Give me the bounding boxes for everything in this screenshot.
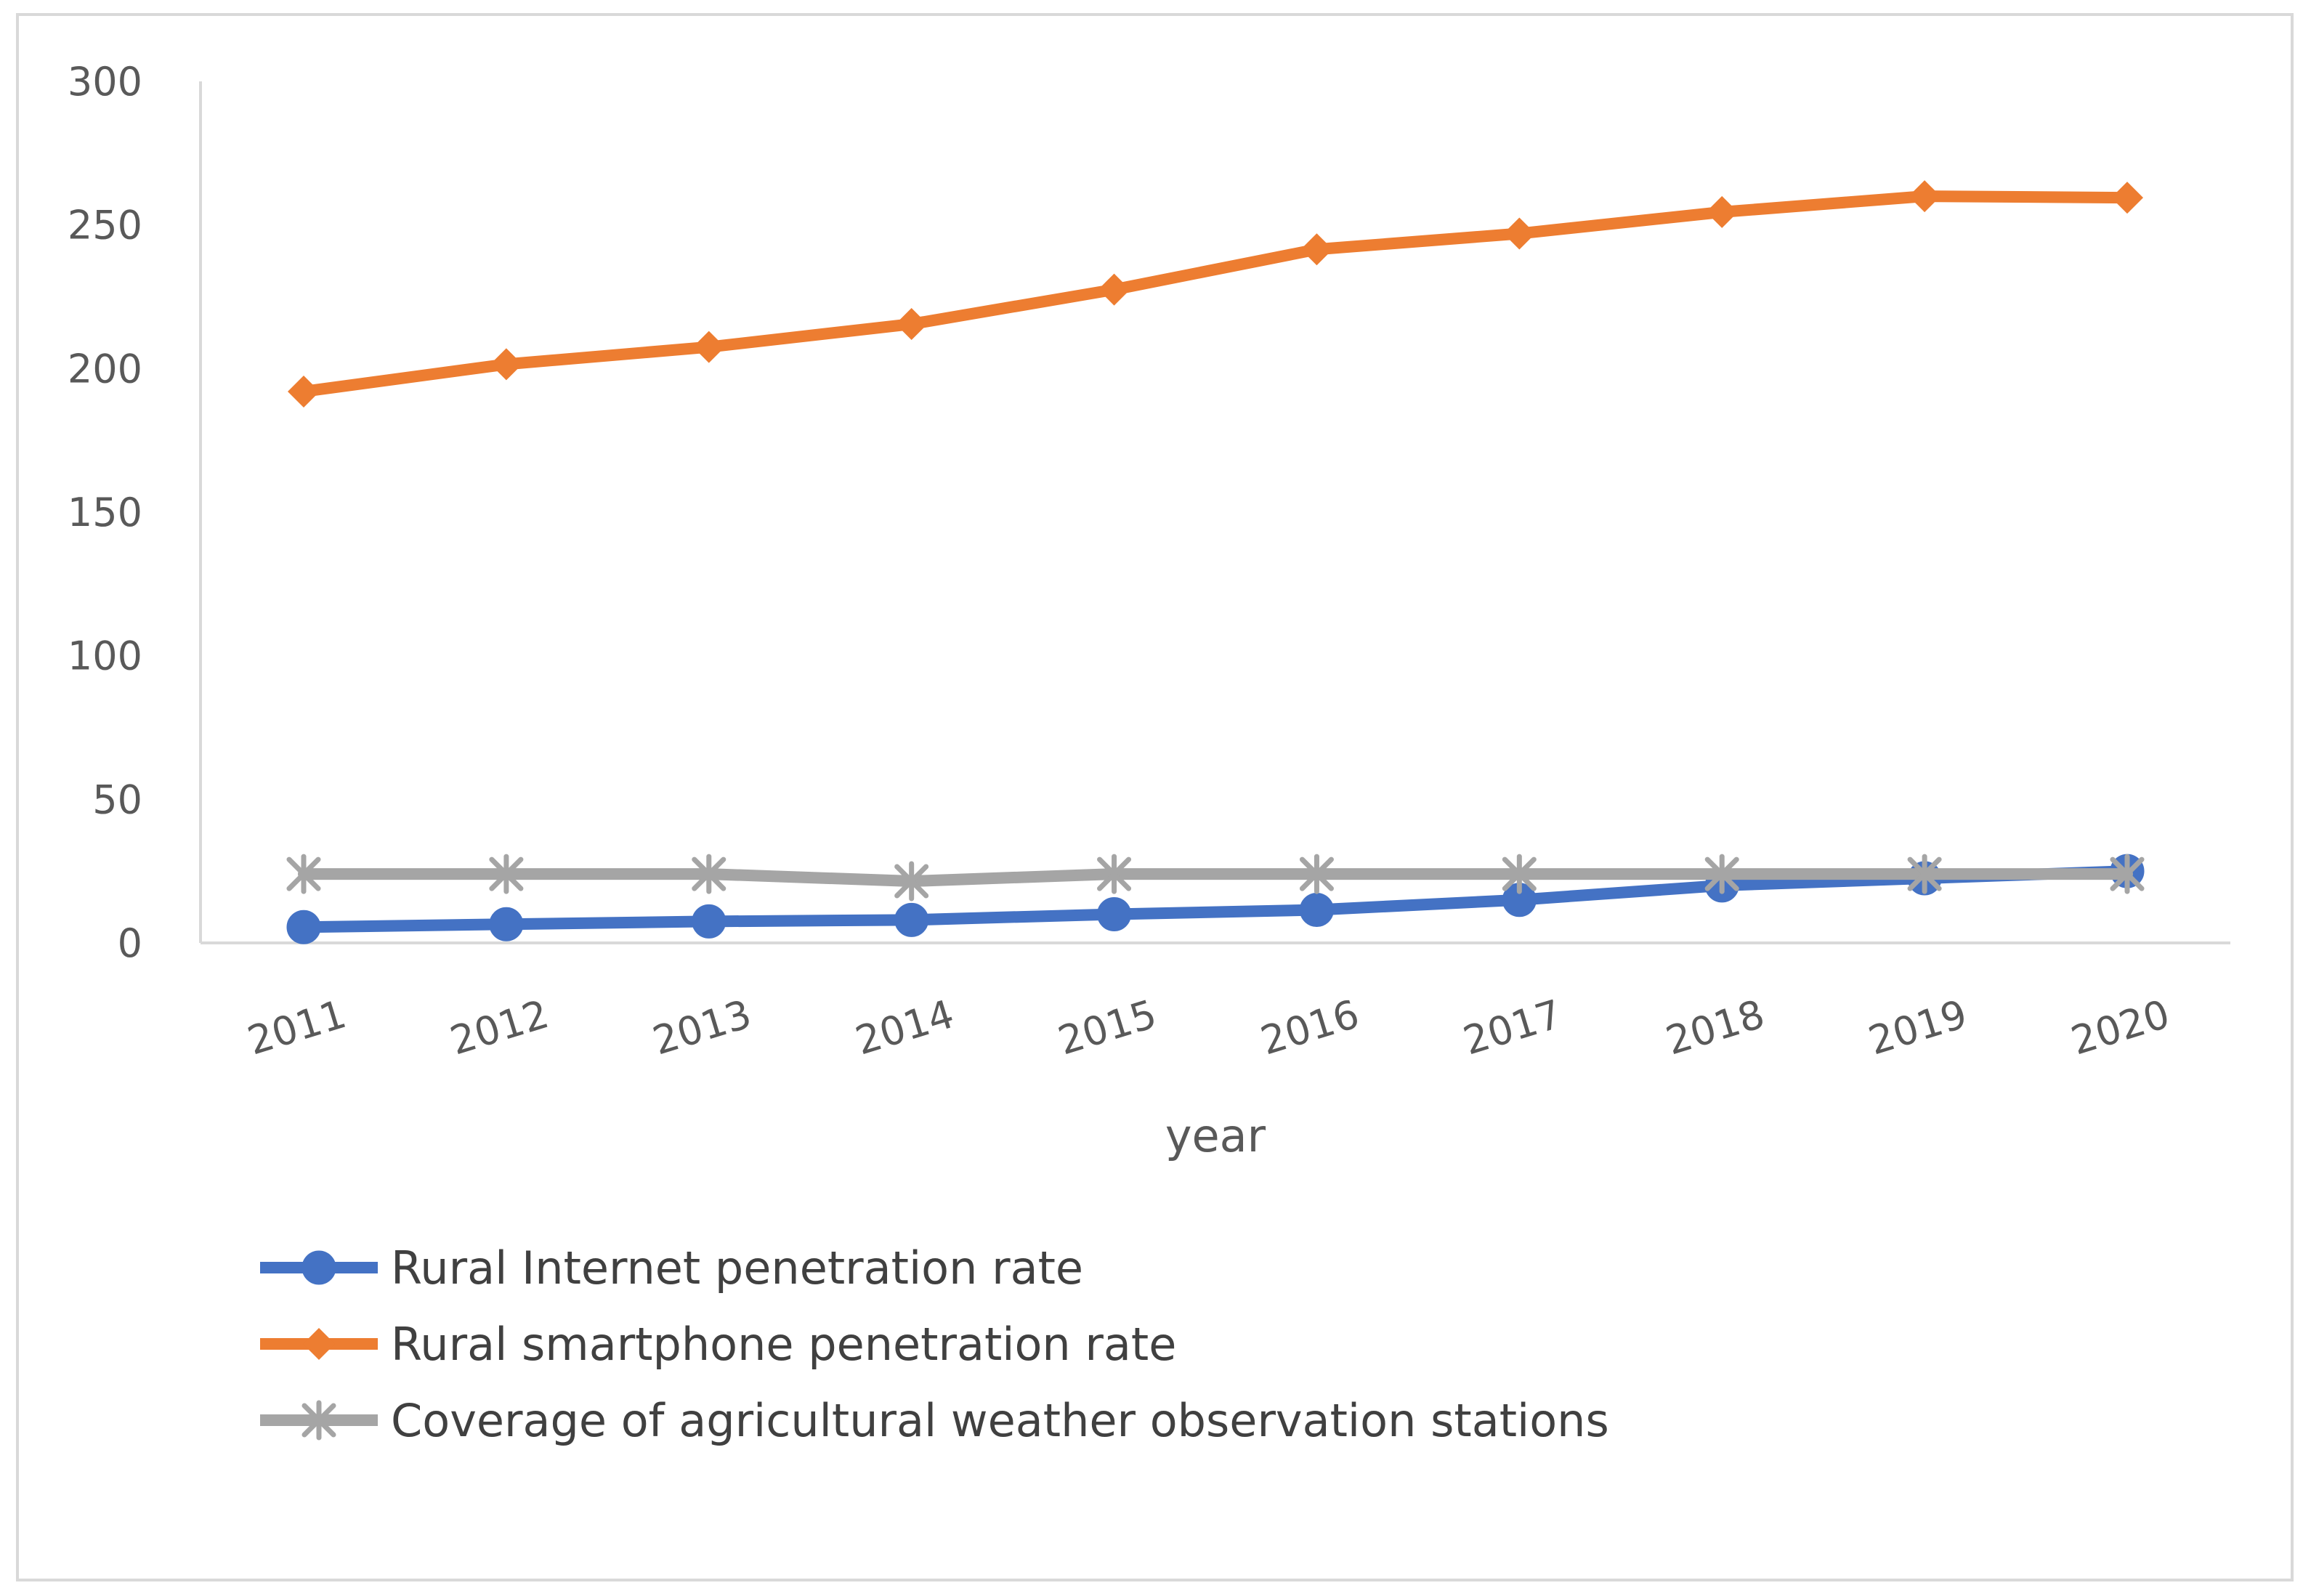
y-tick-label: 50 [92, 777, 142, 822]
series-line [298, 868, 2133, 888]
data-point-marker [692, 854, 727, 894]
data-point-marker [1097, 854, 1132, 894]
data-point-marker [1909, 180, 1941, 213]
series-line [298, 190, 2133, 397]
data-point-marker [692, 331, 725, 363]
legend-swatch-marker [303, 1328, 335, 1360]
data-point-marker [1098, 273, 1130, 306]
data-point-marker [2110, 854, 2145, 894]
series-3 [286, 854, 2145, 902]
legend-swatch-marker [301, 1250, 336, 1285]
y-tick-label: 100 [68, 633, 142, 679]
data-point-marker [288, 375, 320, 408]
y-tick-label: 250 [68, 203, 142, 248]
data-point-marker [1706, 195, 1739, 228]
data-point-marker [1299, 854, 1334, 894]
data-point-marker [1704, 854, 1739, 894]
chart-frame [16, 13, 2294, 1581]
legend-item: Rural smartphone penetration rate [260, 1318, 1176, 1371]
legend-label: Rural smartphone penetration rate [391, 1318, 1176, 1371]
data-point-marker [1299, 893, 1334, 928]
data-point-marker [1097, 896, 1132, 931]
y-tick-label: 150 [68, 490, 142, 535]
data-point-marker [895, 308, 928, 341]
data-point-marker [894, 861, 929, 902]
legend: Rural Internet penetration rate Rural sma… [260, 1241, 1609, 1447]
data-point-marker [489, 907, 524, 941]
y-tick-label: 300 [68, 59, 142, 105]
y-axis-tick-labels: 0 50 100 150 200 250 300 [68, 59, 142, 966]
legend-label: Rural Internet penetration rate [391, 1241, 1083, 1295]
y-tick-label: 0 [118, 920, 142, 966]
data-point-marker [894, 902, 929, 937]
legend-item: Coverage of agricultural weather observa… [260, 1394, 1609, 1447]
data-point-marker [2111, 182, 2143, 214]
legend-item: Rural Internet penetration rate [260, 1241, 1083, 1295]
data-point-marker [490, 348, 522, 381]
data-point-marker [489, 854, 524, 894]
data-point-marker [1503, 217, 1536, 250]
data-point-marker [286, 854, 321, 894]
data-point-marker [286, 910, 321, 944]
data-point-marker [1300, 233, 1333, 266]
data-point-marker [692, 904, 727, 939]
series-line [298, 865, 2133, 933]
legend-label: Coverage of agricultural weather observa… [391, 1394, 1609, 1447]
data-point-marker [1502, 854, 1537, 894]
series-layer [286, 180, 2145, 944]
series-2 [288, 180, 2143, 408]
data-point-marker [1907, 854, 1942, 894]
y-tick-label: 200 [68, 346, 142, 392]
legend-swatch-marker [301, 1400, 336, 1441]
x-axis-title: year [1165, 1109, 1266, 1162]
